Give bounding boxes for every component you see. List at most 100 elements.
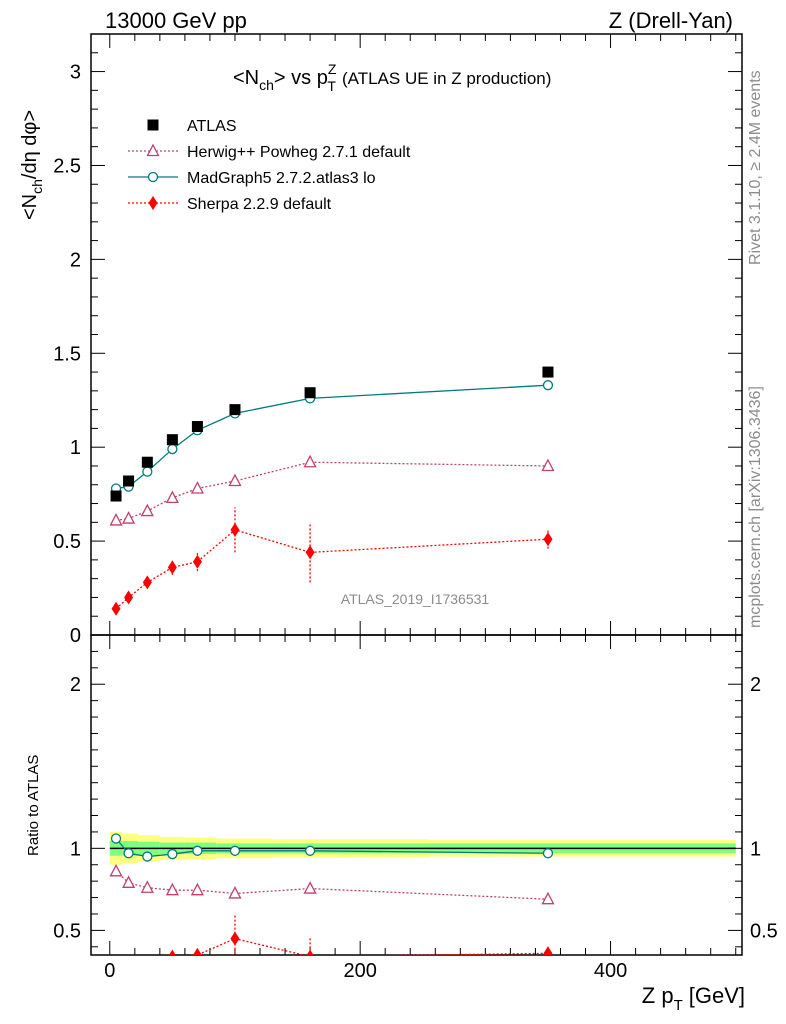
ratio-point-herwig (165, 882, 179, 896)
point-atlas (191, 421, 203, 433)
y-tick-label: 2.5 (53, 155, 81, 177)
point-sherpa (124, 590, 134, 605)
point-sherpa (230, 522, 240, 537)
point-atlas (542, 366, 554, 378)
title-sub: T (327, 78, 336, 94)
watermark: ATLAS_2019_I1736531 (341, 591, 490, 607)
ratio-point-herwig (109, 863, 123, 877)
ratio-y-tick-label-right: 1 (750, 838, 761, 860)
ratio-y-tick-label: 2 (70, 674, 81, 696)
ratio-point-sherpa (143, 956, 152, 970)
header-right: Z (Drell-Yan) (609, 8, 733, 33)
point-atlas (141, 456, 153, 468)
point-atlas (110, 490, 122, 502)
ratio-point-madgraph5 (142, 851, 153, 862)
legend-label-atlas: ATLAS (187, 118, 237, 135)
ratio-y-tick-label-right: 0.5 (750, 920, 778, 942)
legend-label-sherpa: Sherpa 2.2.9 default (187, 196, 332, 213)
ratio-y-tick-label: 0.5 (53, 920, 81, 942)
point-herwig (303, 454, 317, 468)
ratio-point-madgraph5 (304, 845, 316, 856)
ratio-point-madgraph5 (229, 845, 241, 856)
header-left: 13000 GeV pp (105, 8, 247, 33)
point-herwig (121, 511, 136, 524)
legend-label-madgraph5: MadGraph5 2.7.2.atlas3 lo (187, 170, 376, 187)
point-madgraph5 (542, 380, 554, 391)
point-herwig (190, 481, 204, 494)
y-tick-label: 1 (70, 437, 81, 459)
ratio-point-madgraph5 (110, 833, 122, 844)
y-tick-label: 0 (70, 625, 81, 647)
main-panel-data (109, 366, 555, 616)
point-herwig (140, 503, 154, 517)
x-axis-label: Z pT [GeV] (642, 983, 745, 1014)
point-sherpa (111, 601, 121, 616)
axes: 0 0.5 1 1.5 2 2.5 3 0 200 400 0.5 0.5 1 1 2 2 (53, 33, 778, 982)
ratio-point-sherpa (543, 946, 553, 955)
ratio-y-tick-label-right: 2 (750, 674, 761, 696)
x-tick-label: 0 (104, 960, 115, 982)
x-tick-label: 200 (343, 960, 376, 982)
ratio-point-sherpa (124, 966, 133, 980)
title-main-sub: ch (259, 77, 274, 93)
ratio-line-sherpa (187, 937, 548, 955)
ratio-point-madgraph5 (123, 848, 134, 859)
point-sherpa (305, 545, 315, 560)
legend-marker-madgraph5 (147, 171, 159, 183)
legend: ATLAS Herwig++ Powheg 2.7.1 default MadGra… (128, 118, 411, 213)
title-sup: Z (328, 61, 337, 77)
legend-marker-sherpa (148, 196, 158, 210)
point-herwig (228, 473, 242, 487)
title-tail: (ATLAS UE in Z production) (342, 69, 551, 88)
ratio-point-herwig (190, 882, 204, 896)
ratio-point-herwig (140, 880, 154, 893)
point-herwig (165, 490, 179, 504)
point-atlas (304, 387, 316, 399)
legend-label-herwig: Herwig++ Powheg 2.7.1 default (187, 144, 411, 161)
title-main: <N (233, 67, 259, 89)
y-tick-label: 2 (70, 249, 81, 271)
ratio-point-herwig (228, 886, 242, 899)
point-herwig (109, 513, 123, 526)
plot-title: <Nch> vs pZ T (ATLAS UE in Z production) (233, 61, 551, 94)
series-line-herwig (115, 461, 548, 522)
point-herwig (541, 458, 555, 472)
side-source: mcplots.cern.ch [arXiv:1306.3436] (747, 386, 764, 628)
ratio-point-madgraph5 (192, 845, 203, 856)
y-tick-label: 0.5 (53, 531, 81, 553)
ratio-point-madgraph5 (167, 848, 178, 860)
ratio-frame (90, 634, 743, 956)
ratio-point-sherpa (192, 948, 202, 955)
ratio-point-herwig (541, 891, 555, 905)
point-atlas (229, 404, 241, 416)
ratio-y-tick-label: 1 (70, 838, 81, 860)
legend-marker-atlas (147, 119, 159, 131)
series-line-madgraph5 (115, 384, 548, 490)
point-madgraph5 (142, 466, 153, 477)
point-madgraph5 (167, 443, 178, 455)
x-tick-label: 400 (594, 960, 627, 982)
ratio-point-sherpa (230, 931, 240, 946)
title-vs: > vs p (274, 67, 328, 89)
ratio-point-sherpa (306, 949, 314, 955)
y-tick-label: 3 (70, 62, 81, 84)
ratio-point-herwig (303, 881, 317, 894)
point-atlas (166, 434, 178, 446)
point-sherpa (167, 560, 177, 575)
ratio-point-sherpa (168, 949, 176, 955)
point-sherpa (543, 532, 553, 547)
ratio-point-herwig (121, 875, 136, 888)
y-tick-label: 1.5 (53, 343, 81, 365)
ratio-y-axis-label: Ratio to ATLAS (25, 755, 42, 856)
point-sherpa (142, 575, 152, 590)
point-sherpa (192, 554, 202, 569)
side-version: Rivet 3.1.10, ≥ 2.4M events (747, 70, 764, 265)
series-line-sherpa (115, 529, 548, 610)
ratio-panel-data (109, 833, 555, 980)
y-axis-label: <Nch/dη dφ> (19, 110, 45, 220)
legend-marker-herwig (146, 143, 160, 157)
ratio-point-madgraph5 (542, 848, 554, 859)
data-series (109, 366, 555, 980)
ratio-line-herwig (115, 870, 548, 900)
